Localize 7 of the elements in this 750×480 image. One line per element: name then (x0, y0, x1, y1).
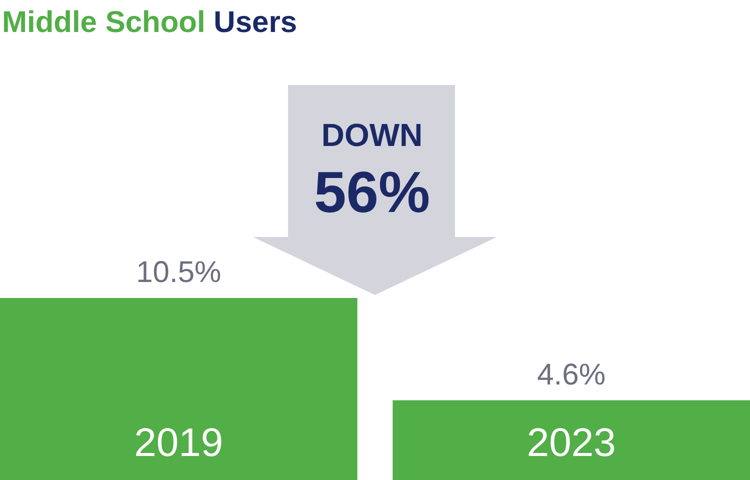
x-tick-label: 2019 (134, 421, 224, 465)
chart-title: Middle School Users (2, 6, 298, 39)
x-tick-label: 2023 (526, 421, 616, 465)
text: DOWN (321, 117, 423, 153)
data-label: 10.5% (136, 256, 222, 289)
text: 56% (314, 160, 430, 225)
data-label: 4.6% (537, 358, 606, 392)
